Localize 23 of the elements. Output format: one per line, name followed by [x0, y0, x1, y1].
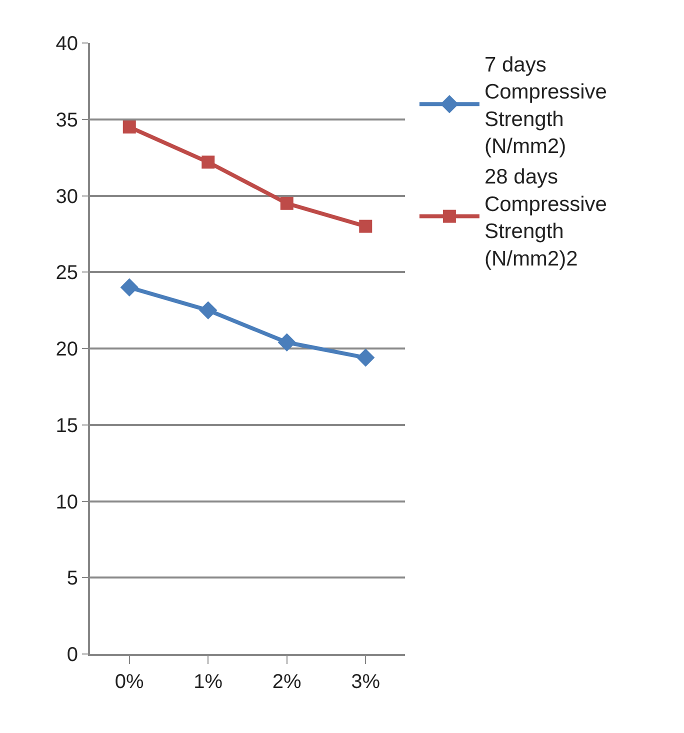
point	[202, 156, 215, 169]
y-tick-label: 25	[56, 262, 78, 284]
point	[280, 196, 294, 210]
point	[359, 220, 372, 233]
y-tick-label: 40	[56, 33, 78, 55]
y-tick-label: 30	[56, 186, 78, 208]
point	[199, 301, 218, 320]
point	[356, 348, 375, 367]
legend-label: 7 days Compressive Strength (N/mm2)	[484, 53, 607, 158]
y-tick-label: 0	[66, 644, 78, 666]
point	[120, 278, 138, 296]
y-tick-label: 35	[56, 109, 78, 132]
x-tick-label: 3%	[351, 671, 380, 693]
y-tick-label: 10	[56, 491, 78, 514]
x-tick-label: 2%	[272, 671, 302, 693]
y-tick-label: 15	[56, 414, 78, 437]
y-tick-label: 20	[56, 338, 78, 360]
x-tick-label: 1%	[194, 671, 223, 693]
x-tick-label: 0%	[114, 671, 144, 693]
legend-label: 28 days Compressive Strength (N/mm2)2	[484, 166, 607, 270]
point	[278, 333, 296, 352]
point	[122, 120, 136, 134]
y-tick-label: 5	[66, 568, 78, 590]
